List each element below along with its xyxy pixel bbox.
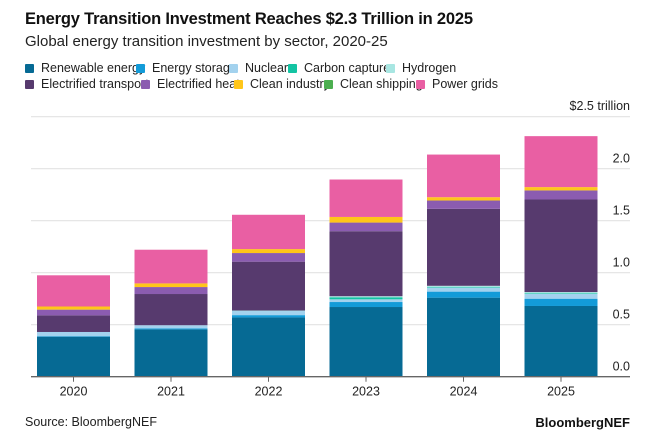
bar-segment-energy-storage-2021 bbox=[134, 328, 208, 330]
bar-segment-power-grids-2024 bbox=[427, 154, 500, 198]
legend-label: Hydrogen bbox=[402, 61, 457, 75]
bar-segment-carbon-capture-2025 bbox=[524, 293, 598, 294]
bar-segment-renewable-energy-2025 bbox=[524, 305, 598, 377]
bar-segment-power-grids-2025 bbox=[524, 136, 598, 188]
bar-segment-hydrogen-2023 bbox=[329, 296, 403, 298]
bar-segment-nuclear-2024 bbox=[427, 287, 500, 292]
bar-segment-electrified-transport-2022 bbox=[232, 261, 305, 311]
bar-segment-energy-storage-2024 bbox=[427, 291, 500, 298]
bar-segment-clean-industry-2023 bbox=[329, 216, 403, 223]
legend-item-electrified-heat: Electrified heat bbox=[141, 77, 240, 91]
bar-segment-electrified-transport-2023 bbox=[329, 231, 403, 297]
bar-segment-clean-industry-2022 bbox=[232, 249, 305, 254]
legend-item-energy-storage: Energy storage bbox=[136, 61, 237, 75]
bar-segment-renewable-energy-2023 bbox=[329, 307, 403, 377]
bar-segment-electrified-heat-2024 bbox=[427, 200, 500, 209]
legend-label: Electrified heat bbox=[157, 77, 240, 91]
legend-label: Energy storage bbox=[152, 61, 237, 75]
bar-segment-electrified-heat-2025 bbox=[524, 190, 598, 200]
bar-segment-clean-industry-2020 bbox=[37, 306, 110, 310]
bar-segment-nuclear-2023 bbox=[329, 299, 403, 303]
legend-item-clean-industry: Clean industry bbox=[234, 77, 330, 91]
bar-segment-energy-storage-2023 bbox=[329, 302, 403, 308]
bar-segment-electrified-transport-2020 bbox=[37, 315, 110, 332]
x-tick-label: 2020 bbox=[60, 385, 88, 399]
bar-segment-nuclear-2020 bbox=[37, 331, 110, 337]
y-tick-label: 0.0 bbox=[613, 360, 630, 374]
legend-label: Carbon capture bbox=[304, 61, 391, 75]
bar-segment-nuclear-2022 bbox=[232, 310, 305, 316]
x-tick-label: 2022 bbox=[255, 385, 283, 399]
legend-item-electrified-transport: Electrified transport bbox=[25, 77, 149, 91]
bar-segment-renewable-energy-2022 bbox=[232, 317, 305, 377]
legend-item-carbon-capture: Carbon capture bbox=[288, 61, 390, 75]
legend-swatch bbox=[229, 63, 238, 73]
legend-swatch bbox=[141, 79, 150, 89]
y-tick-label: 1.0 bbox=[613, 256, 630, 270]
bar-segment-power-grids-2021 bbox=[134, 249, 208, 284]
bar-segment-energy-storage-2022 bbox=[232, 315, 305, 318]
bar-segment-renewable-energy-2024 bbox=[427, 297, 500, 377]
legend-swatch bbox=[386, 63, 395, 73]
bar-segment-nuclear-2025 bbox=[524, 293, 598, 299]
bar-segment-clean-industry-2021 bbox=[134, 283, 208, 288]
legend-item-power-grids: Power grids bbox=[416, 77, 498, 91]
legend-swatch bbox=[416, 79, 425, 89]
bar-segment-hydrogen-2022 bbox=[232, 310, 305, 312]
bar-segment-renewable-energy-2021 bbox=[134, 329, 208, 377]
legend-label: Clean shipping bbox=[340, 77, 423, 91]
bar-segment-energy-storage-2020 bbox=[37, 336, 110, 337]
legend-label: Renewable energy bbox=[41, 61, 146, 75]
y-tick-label: 1.5 bbox=[613, 204, 630, 218]
bar-segment-hydrogen-2025 bbox=[524, 292, 598, 294]
legend-item-hydrogen: Hydrogen bbox=[386, 61, 456, 75]
y-tick-label: 0.5 bbox=[613, 308, 630, 322]
chart-subtitle: Global energy transition investment by s… bbox=[25, 33, 388, 50]
bar-segment-power-grids-2020 bbox=[37, 275, 110, 307]
bar-segment-electrified-transport-2024 bbox=[427, 208, 500, 286]
bar-segment-hydrogen-2024 bbox=[427, 285, 500, 288]
legend-label: Electrified transport bbox=[41, 77, 149, 91]
legend-swatch bbox=[324, 79, 333, 89]
x-tick-label: 2021 bbox=[157, 385, 185, 399]
bar-segment-clean-industry-2025 bbox=[524, 187, 598, 191]
bar-segment-electrified-heat-2023 bbox=[329, 222, 403, 232]
bar-segment-electrified-heat-2020 bbox=[37, 309, 110, 316]
bar-segment-power-grids-2022 bbox=[232, 214, 305, 250]
legend-item-clean-shipping: Clean shipping bbox=[324, 77, 423, 91]
x-tick-label: 2023 bbox=[352, 385, 380, 399]
bar-segment-carbon-capture-2024 bbox=[427, 287, 500, 288]
legend-label: Nuclear bbox=[245, 61, 289, 75]
legend-swatch bbox=[25, 79, 34, 89]
x-tick-label: 2025 bbox=[547, 385, 575, 399]
chart-title: Energy Transition Investment Reaches $2.… bbox=[25, 10, 473, 28]
bar-segment-electrified-heat-2022 bbox=[232, 253, 305, 262]
bar-segment-electrified-transport-2021 bbox=[134, 294, 208, 326]
bar-segment-nuclear-2021 bbox=[134, 325, 208, 329]
legend-item-nuclear: Nuclear bbox=[229, 61, 288, 75]
legend-swatch bbox=[288, 63, 297, 73]
bar-segment-clean-industry-2024 bbox=[427, 197, 500, 201]
x-tick-label: 2024 bbox=[450, 385, 478, 399]
source-note: Source: BloombergNEF bbox=[25, 415, 158, 429]
bar-segment-carbon-capture-2023 bbox=[329, 297, 403, 300]
y-axis-unit-label: $2.5 trillion bbox=[569, 99, 630, 113]
legend-label: Power grids bbox=[432, 77, 498, 91]
legend-swatch bbox=[234, 79, 243, 89]
y-tick-label: 2.0 bbox=[613, 152, 630, 166]
brand-logo: BloombergNEF bbox=[535, 415, 630, 430]
bar-segment-energy-storage-2025 bbox=[524, 298, 598, 306]
legend-label: Clean industry bbox=[250, 77, 330, 91]
bar-segment-electrified-heat-2021 bbox=[134, 287, 208, 295]
legend-item-renewable-energy: Renewable energy bbox=[25, 61, 145, 75]
legend-swatch bbox=[136, 63, 145, 73]
bar-segment-renewable-energy-2020 bbox=[37, 336, 110, 377]
bar-segment-electrified-transport-2025 bbox=[524, 199, 598, 293]
legend-swatch bbox=[25, 63, 34, 73]
bar-segment-power-grids-2023 bbox=[329, 179, 403, 217]
